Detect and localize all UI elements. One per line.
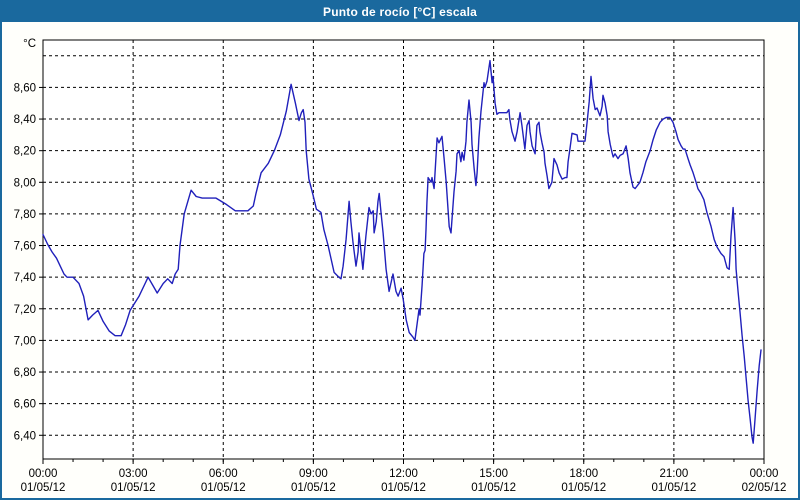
x-tick-date-label: 01/05/12 — [381, 482, 426, 494]
x-tick-time-label: 03:00 — [119, 468, 148, 480]
series-line — [42, 59, 762, 444]
x-tick-date-label: 01/05/12 — [111, 482, 156, 494]
y-tick-label: 8,60 — [14, 82, 36, 94]
y-tick-label: 6,60 — [14, 399, 36, 411]
x-tick-time-label: 06:00 — [209, 468, 238, 480]
y-tick-label: 7,80 — [14, 209, 36, 221]
x-tick-time-label: 00:00 — [29, 468, 58, 480]
x-tick-time-label: 09:00 — [299, 468, 328, 480]
x-tick-date-label: 01/05/12 — [201, 482, 246, 494]
y-tick-label: 6,40 — [14, 430, 36, 442]
x-tick-time-label: 00:00 — [750, 468, 779, 480]
x-tick-date-label: 01/05/12 — [471, 482, 516, 494]
x-tick-date-label: 01/05/12 — [291, 482, 336, 494]
x-tick-time-label: 12:00 — [389, 468, 418, 480]
x-tick-date-label: 02/05/12 — [742, 482, 787, 494]
y-tick-label: 6,80 — [14, 367, 36, 379]
window-title: Punto de rocío [°C] escala — [322, 5, 478, 19]
x-tick-time-label: 15:00 — [479, 468, 508, 480]
x-tick-date-label: 01/05/12 — [21, 482, 66, 494]
plot-border — [42, 39, 765, 460]
y-tick-label: 8,20 — [14, 146, 36, 158]
chart-plot-region: 8,60 8,40 8,20 8,00 7,80 7,60 7,40 7,20 7,00 6,80… — [2, 22, 798, 498]
y-tick-label: 8,00 — [14, 177, 36, 189]
window-title-bar: Punto de rocío [°C] escala — [2, 2, 798, 22]
y-tick-label: 7,20 — [14, 304, 36, 316]
dew-point-line-chart: 8,60 8,40 8,20 8,00 7,80 7,60 7,40 7,20 7,00 6,80… — [14, 38, 787, 494]
y-tick-label: 7,60 — [14, 241, 36, 253]
y-tick-label: 8,40 — [14, 114, 36, 126]
x-tick-date-label: 01/05/12 — [651, 482, 696, 494]
y-axis-unit-label: °C — [23, 38, 36, 50]
x-tick-time-label: 21:00 — [659, 468, 688, 480]
x-tick-time-label: 18:00 — [569, 468, 598, 480]
y-tick-label: 7,00 — [14, 335, 36, 347]
x-tick-date-label: 01/05/12 — [561, 482, 606, 494]
y-tick-label: 7,40 — [14, 272, 36, 284]
